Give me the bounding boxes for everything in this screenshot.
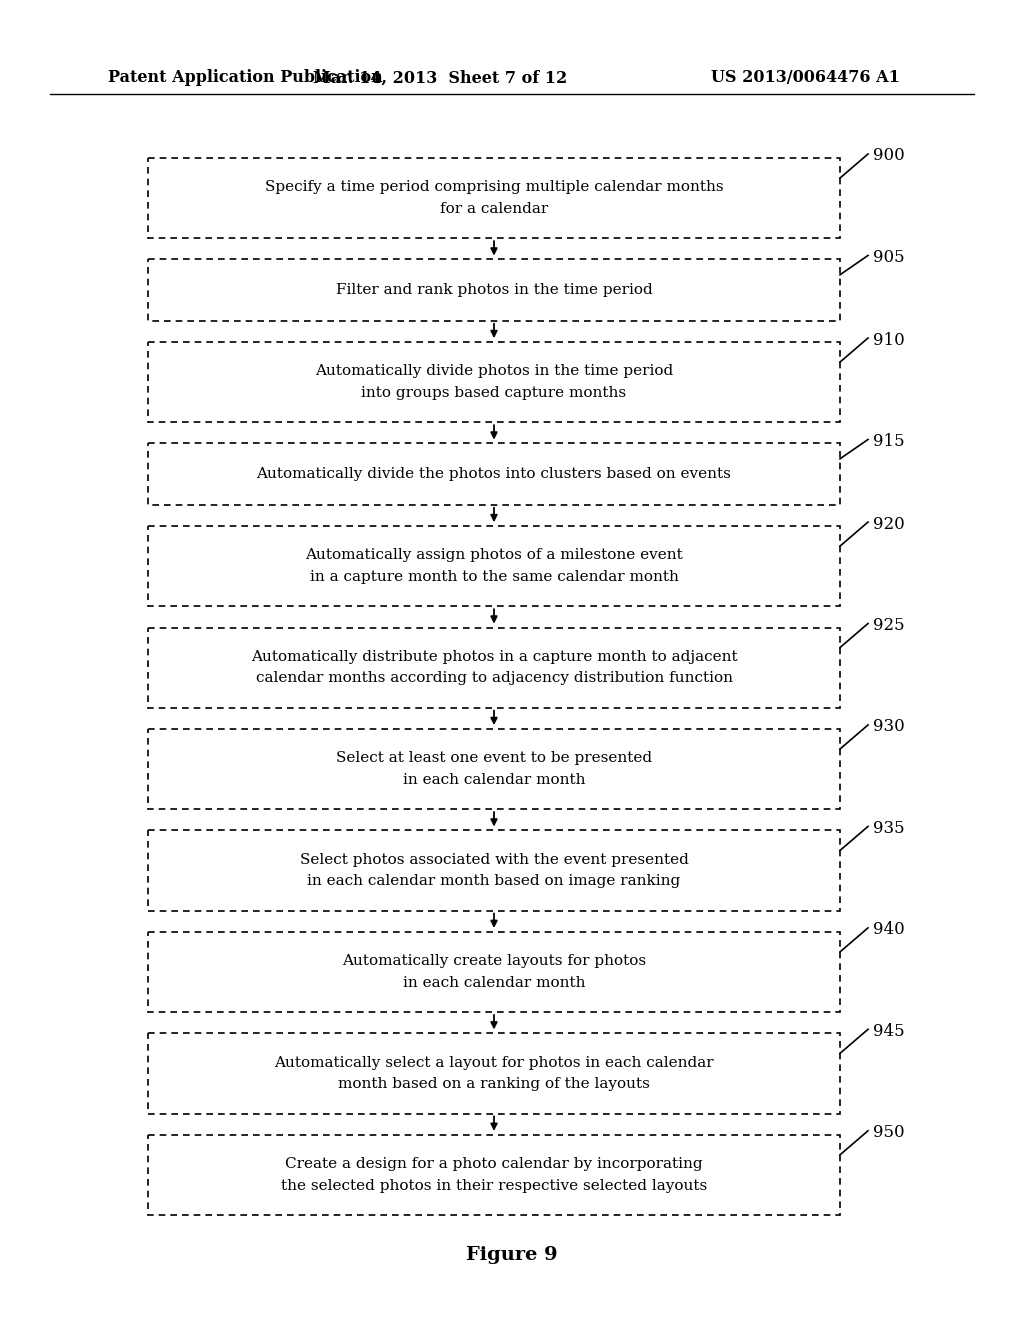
Text: Patent Application Publication: Patent Application Publication [108,70,383,87]
Text: calendar months according to adjacency distribution function: calendar months according to adjacency d… [256,672,732,685]
Text: Create a design for a photo calendar by incorporating: Create a design for a photo calendar by … [286,1158,702,1171]
Text: Specify a time period comprising multiple calendar months: Specify a time period comprising multipl… [264,181,723,194]
Text: Figure 9: Figure 9 [466,1246,558,1265]
Text: 940: 940 [873,921,905,939]
Bar [148,342,840,422]
Text: in each calendar month: in each calendar month [402,774,586,787]
Text: in a capture month to the same calendar month: in a capture month to the same calendar … [309,570,679,583]
Text: Mar. 14, 2013  Sheet 7 of 12: Mar. 14, 2013 Sheet 7 of 12 [313,70,567,87]
Text: US 2013/0064476 A1: US 2013/0064476 A1 [711,70,900,87]
Text: 915: 915 [873,433,904,450]
Text: in each calendar month based on image ranking: in each calendar month based on image ra… [307,874,681,888]
Text: 945: 945 [873,1023,904,1040]
Text: 935: 935 [873,820,904,837]
Text: Filter and rank photos in the time period: Filter and rank photos in the time perio… [336,282,652,297]
Text: Automatically create layouts for photos: Automatically create layouts for photos [342,954,646,968]
Text: 910: 910 [873,331,905,348]
Text: Automatically distribute photos in a capture month to adjacent: Automatically distribute photos in a cap… [251,649,737,664]
Text: 925: 925 [873,616,904,634]
Text: into groups based capture months: into groups based capture months [361,385,627,400]
Text: 905: 905 [873,249,904,265]
Text: for a calendar: for a calendar [440,202,548,216]
Bar [148,1034,840,1114]
Bar [148,830,840,911]
Text: 920: 920 [873,516,905,532]
Text: 900: 900 [873,148,905,165]
Bar [148,627,840,708]
Bar [148,260,840,321]
Bar [148,1135,840,1214]
Text: 930: 930 [873,718,905,735]
Text: Automatically assign photos of a milestone event: Automatically assign photos of a milesto… [305,548,683,562]
Bar [148,158,840,238]
Text: Automatically divide the photos into clusters based on events: Automatically divide the photos into clu… [257,467,731,482]
Bar [148,444,840,504]
Text: in each calendar month: in each calendar month [402,975,586,990]
Bar [148,932,840,1012]
Text: the selected photos in their respective selected layouts: the selected photos in their respective … [281,1179,708,1193]
Text: Select at least one event to be presented: Select at least one event to be presente… [336,751,652,766]
Text: month based on a ranking of the layouts: month based on a ranking of the layouts [338,1077,650,1092]
Text: Select photos associated with the event presented: Select photos associated with the event … [300,853,688,867]
Text: Automatically select a layout for photos in each calendar: Automatically select a layout for photos… [274,1056,714,1069]
Text: 950: 950 [873,1125,904,1142]
Bar [148,527,840,606]
Text: Automatically divide photos in the time period: Automatically divide photos in the time … [314,364,673,379]
Bar [148,729,840,809]
